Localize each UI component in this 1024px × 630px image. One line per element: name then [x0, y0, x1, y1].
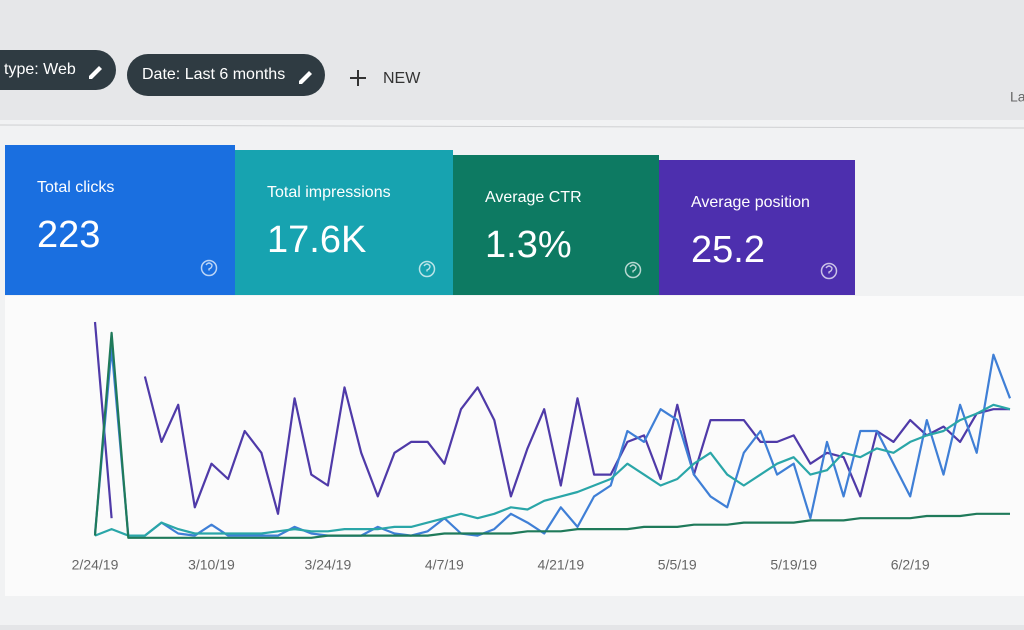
x-tick-label: 3/10/19 [188, 557, 235, 573]
edit-icon[interactable] [299, 71, 312, 84]
metric-value: 17.6K [267, 219, 366, 261]
help-icon [200, 259, 218, 277]
truncated-label: La [1010, 89, 1024, 105]
divider [0, 124, 1024, 129]
x-tick-label: 4/21/19 [537, 557, 584, 573]
series-line [93, 347, 1012, 537]
series-line [94, 403, 1011, 537]
x-tick-label: 6/2/19 [891, 557, 930, 573]
series-line [93, 331, 1010, 539]
x-tick-label: 5/5/19 [658, 557, 697, 573]
series-line [93, 321, 1010, 519]
x-tick-label: 2/24/19 [72, 557, 119, 573]
x-tick-label: 5/19/19 [770, 557, 817, 573]
chip-label[interactable]: Date: Last 6 months [142, 66, 285, 83]
help-icon [418, 260, 436, 278]
metric-card[interactable] [453, 155, 659, 295]
metric-card[interactable] [5, 145, 235, 295]
help-icon-glyph [423, 263, 431, 272]
x-tick-label: 3/24/19 [305, 557, 352, 573]
chip-label[interactable]: type: Web [4, 61, 76, 78]
edit-icon[interactable] [89, 66, 102, 79]
new-button[interactable]: NEW [383, 70, 421, 87]
metric-card[interactable] [659, 160, 855, 295]
metric-label: Average position [691, 194, 810, 211]
metric-card[interactable] [235, 150, 453, 295]
x-tick-label: 4/7/19 [425, 557, 464, 573]
help-icon-glyph [825, 265, 833, 274]
filter-chip[interactable] [0, 50, 116, 90]
help-icon [624, 261, 642, 279]
add-icon[interactable] [350, 70, 366, 86]
metric-value: 223 [37, 214, 100, 256]
metric-label: Total clicks [37, 179, 114, 196]
metric-value: 25.2 [691, 229, 765, 271]
metric-value: 1.3% [485, 224, 572, 266]
chart-area [5, 296, 1024, 596]
help-icon [820, 262, 838, 280]
help-icon-glyph [205, 262, 213, 271]
filter-chip[interactable] [127, 54, 325, 96]
metric-label: Average CTR [485, 189, 582, 206]
metric-label: Total impressions [267, 184, 391, 201]
help-icon-glyph [629, 264, 637, 273]
